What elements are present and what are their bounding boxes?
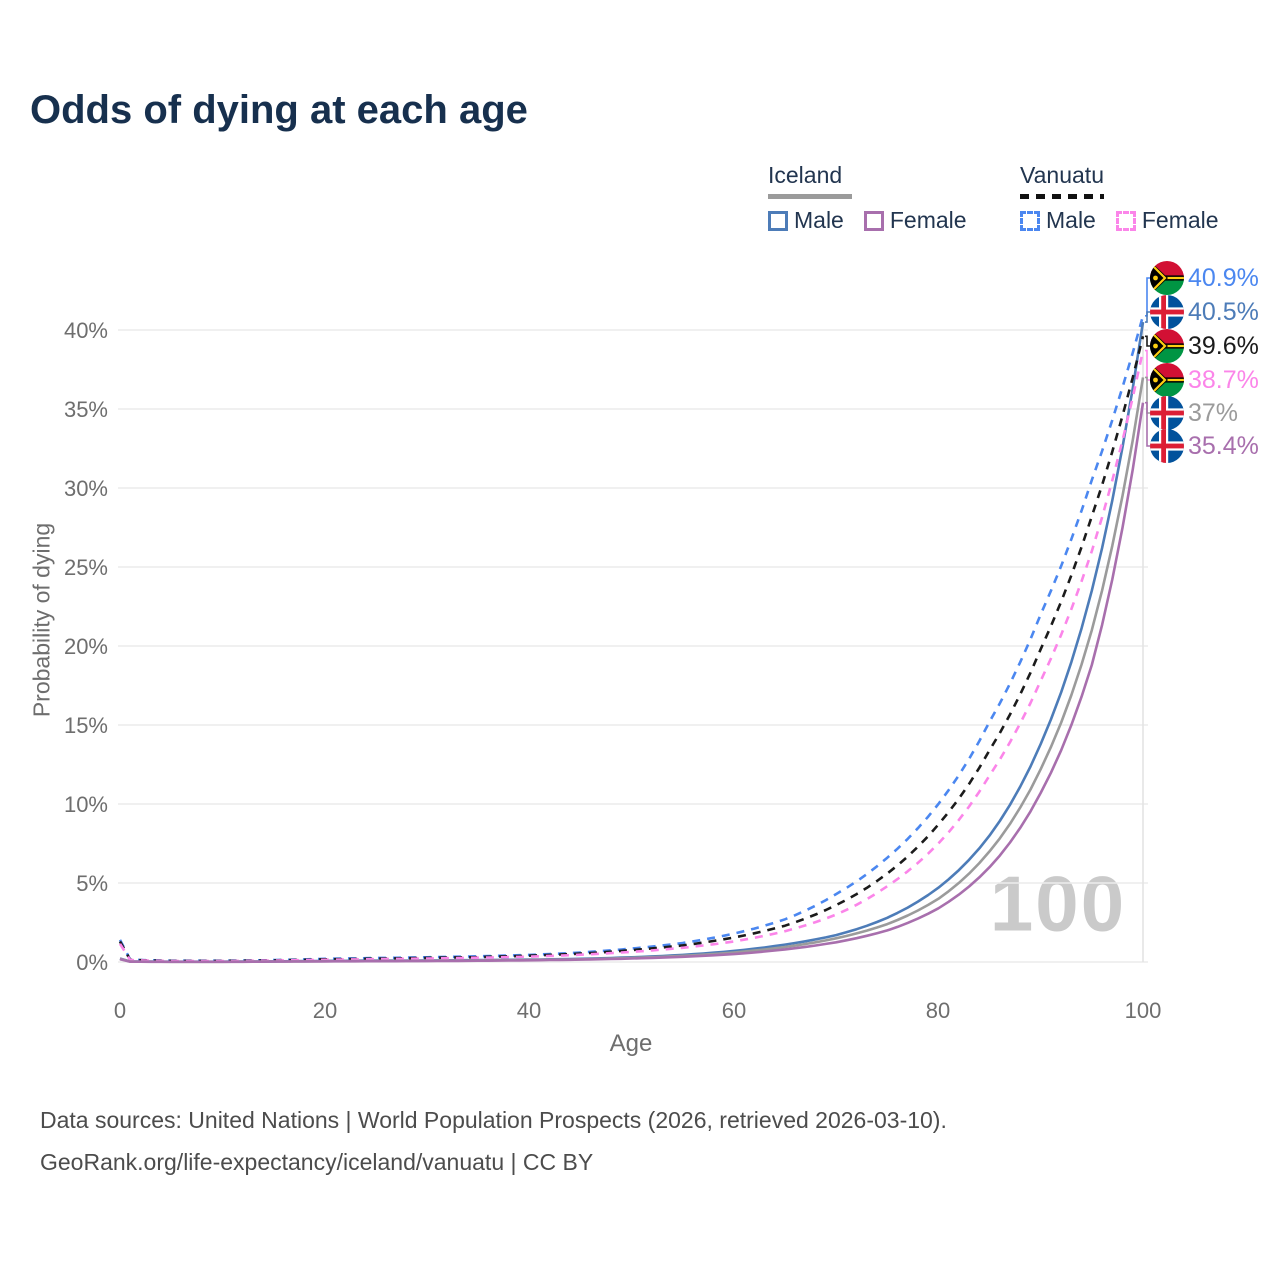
legend-item-iceland-male[interactable]: Male <box>768 207 844 234</box>
legend-item-label: Male <box>794 207 844 233</box>
legend-underline-iceland-solid-line <box>768 194 852 199</box>
x-tick-label: 60 <box>721 998 747 1023</box>
series-line-vanuatu-both[interactable] <box>118 335 1145 963</box>
legend-title-vanuatu[interactable]: Vanuatu <box>1020 162 1104 188</box>
end-value-label-vanuatu-male: 40.9% <box>1188 264 1259 292</box>
y-tick-label: 40% <box>63 318 108 343</box>
iceland-male-swatch-icon <box>768 210 788 231</box>
vanuatu-male-swatch-icon <box>1020 210 1040 231</box>
label-connector-line <box>1145 335 1150 347</box>
label-connector-line <box>1145 277 1150 317</box>
iceland-female-swatch-icon <box>863 210 884 231</box>
y-tick-label: 25% <box>63 555 108 580</box>
legend-item-iceland-female[interactable]: Female <box>863 207 967 234</box>
legend-item-vanuatu-male[interactable]: Male <box>1020 207 1096 234</box>
vanuatu-female-swatch-icon <box>1115 210 1136 231</box>
y-tick-label: 10% <box>63 792 108 817</box>
end-value-label-vanuatu-female: 38.7% <box>1188 366 1259 394</box>
legend-title-iceland[interactable]: Iceland <box>768 162 843 188</box>
y-tick-label: 20% <box>63 634 108 659</box>
x-axis-title: Age <box>609 1030 653 1057</box>
legend-item-vanuatu-female[interactable]: Female <box>1115 207 1219 234</box>
data-sources-text: Data sources: United Nations | World Pop… <box>40 1107 947 1133</box>
page-title: Odds of dying at each age <box>30 88 528 132</box>
vanuatu-flag-icon <box>1150 329 1184 363</box>
attribution-link-text[interactable]: GeoRank.org/life-expectancy/iceland/vanu… <box>40 1149 594 1175</box>
end-value-label-vanuatu-both: 39.6% <box>1188 332 1259 360</box>
end-value-label-iceland-male: 40.5% <box>1188 298 1259 326</box>
label-connector-line <box>1145 376 1150 414</box>
x-tick-label: 100 <box>1124 998 1162 1023</box>
label-connector-line <box>1145 311 1150 323</box>
legend-underline-vanuatu-dashed-line <box>1020 194 1104 199</box>
label-connector-line <box>1145 401 1150 447</box>
iceland-flag-icon <box>1150 295 1184 329</box>
y-tick-label: 0% <box>76 950 108 975</box>
x-tick-label: 80 <box>925 998 951 1023</box>
iceland-flag-icon <box>1150 396 1184 430</box>
x-tick-label: 0 <box>113 998 127 1023</box>
legend-item-label: Female <box>889 207 967 233</box>
series-line-iceland-female[interactable] <box>119 402 1145 964</box>
legend-group-iceland: Iceland Male Female <box>768 162 967 234</box>
end-value-label-iceland-both: 37% <box>1188 399 1238 427</box>
x-tick-label: 40 <box>516 998 542 1023</box>
series-line-vanuatu-male[interactable] <box>118 315 1145 962</box>
y-tick-label: 15% <box>63 713 108 738</box>
y-tick-label: 35% <box>63 397 108 422</box>
end-value-label-iceland-female: 35.4% <box>1188 432 1259 460</box>
y-tick-label: 30% <box>63 476 108 501</box>
y-axis-title: Probability of dying <box>28 522 55 718</box>
series-line-vanuatu-female[interactable] <box>118 350 1145 963</box>
series-line-iceland-both[interactable] <box>119 377 1145 964</box>
y-tick-label: 5% <box>76 871 108 896</box>
vanuatu-flag-icon <box>1150 261 1184 295</box>
legend-item-label: Male <box>1046 207 1096 233</box>
hover-age-watermark: 100 <box>989 859 1127 948</box>
legend-item-label: Female <box>1141 207 1219 233</box>
legend-group-vanuatu: Vanuatu Male Female <box>1020 162 1219 234</box>
label-connector-line <box>1145 349 1150 381</box>
iceland-flag-icon <box>1150 429 1184 463</box>
vanuatu-flag-icon <box>1150 363 1184 397</box>
x-tick-label: 20 <box>312 998 338 1023</box>
